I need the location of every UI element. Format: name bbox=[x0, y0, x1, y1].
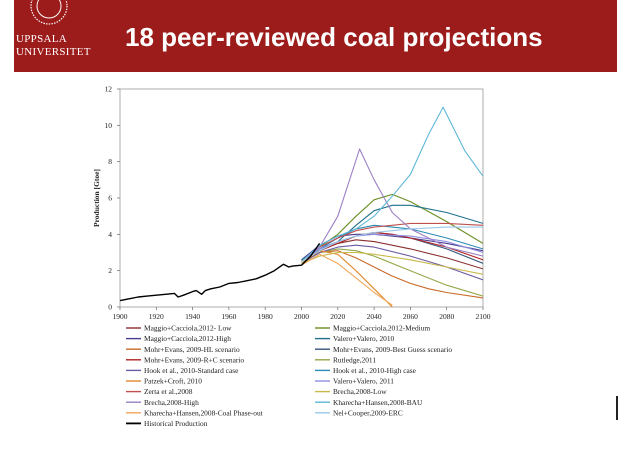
legend-entry: Mohr+Evans, 2009-HL scenario bbox=[144, 345, 240, 354]
x-tick-label: 1980 bbox=[258, 312, 273, 321]
legend-entry: Brecha,2008-High bbox=[144, 398, 199, 407]
legend-entry: Maggio+Cacciola,2012- Low bbox=[144, 324, 232, 333]
legend-entry: Brecha,2008-Low bbox=[333, 387, 387, 396]
y-tick-label: 2 bbox=[108, 266, 112, 275]
legend-entry: Kharecha+Hansen,2008-BAU bbox=[333, 398, 423, 407]
x-tick-label: 2020 bbox=[330, 312, 345, 321]
x-tick-label: 2080 bbox=[439, 312, 454, 321]
x-tick-label: 1900 bbox=[113, 312, 128, 321]
x-tick-label: 1960 bbox=[221, 312, 236, 321]
y-tick-label: 6 bbox=[108, 194, 112, 203]
legend-entry: Mohr+Evans, 2009-R+C scenario bbox=[144, 355, 244, 364]
x-tick-label: 1940 bbox=[185, 312, 200, 321]
legend-entry: Historical Production bbox=[144, 419, 208, 428]
series-line bbox=[120, 242, 321, 302]
title-banner bbox=[14, 0, 617, 72]
series-line bbox=[301, 233, 483, 263]
series-line bbox=[301, 253, 393, 306]
y-tick-label: 0 bbox=[108, 303, 112, 312]
legend-entry: Hook et al., 2010-High case bbox=[333, 366, 417, 375]
university-name-line2: UNIVERSITET bbox=[16, 46, 91, 58]
university-name-line1: UPPSALA bbox=[16, 33, 68, 45]
legend-entry: Maggio+Cacciola,2012-Medium bbox=[333, 324, 430, 333]
university-logo-text: UPPSALA UNIVERSITET bbox=[16, 33, 96, 59]
x-tick-label: 1920 bbox=[149, 312, 164, 321]
series-line bbox=[301, 226, 483, 263]
series-line bbox=[301, 106, 483, 263]
y-tick-label: 4 bbox=[108, 230, 112, 239]
slide-edge-mark bbox=[616, 396, 618, 420]
university-seal-icon bbox=[30, 0, 68, 25]
series-line bbox=[301, 224, 483, 263]
slide-title: 18 peer-reviewed coal projections bbox=[125, 22, 543, 52]
series-line bbox=[301, 193, 483, 263]
series-line bbox=[301, 222, 483, 263]
y-tick-label: 12 bbox=[105, 85, 113, 94]
x-tick-label: 2040 bbox=[367, 312, 382, 321]
legend-entry: Kharecha+Hansen,2008-Coal Phase-out bbox=[144, 408, 264, 417]
series-line bbox=[301, 250, 483, 299]
y-axis-label: Production [Gtoe] bbox=[92, 169, 101, 227]
legend-entry: Valero+Valero, 2011 bbox=[333, 377, 394, 386]
y-tick-label: 8 bbox=[108, 157, 112, 166]
plot-frame bbox=[119, 88, 484, 308]
legend-entry: Maggio+Cacciola,2012-High bbox=[144, 334, 231, 343]
legend-entry: Zerta et al.,2008 bbox=[144, 387, 193, 396]
series-line bbox=[301, 148, 483, 263]
legend-entry: Rutledge,2011 bbox=[333, 355, 376, 364]
legend-entry: Patzek+Croft, 2010 bbox=[144, 377, 202, 386]
y-tick-label: 10 bbox=[105, 121, 113, 130]
x-tick-label: 2100 bbox=[476, 312, 491, 321]
series-line bbox=[301, 250, 393, 307]
series-line bbox=[301, 248, 483, 297]
legend-entry: Valero+Valero, 2010 bbox=[333, 334, 395, 343]
legend-entry: Nel+Cooper,2009-ERC bbox=[333, 408, 403, 417]
legend-entry: Mohr+Evans, 2009-Best Guess scenario bbox=[333, 345, 452, 354]
x-tick-label: 2000 bbox=[294, 312, 309, 321]
legend-entry: Hook et al., 2010-Standard case bbox=[144, 366, 239, 375]
x-tick-label: 2060 bbox=[403, 312, 418, 321]
